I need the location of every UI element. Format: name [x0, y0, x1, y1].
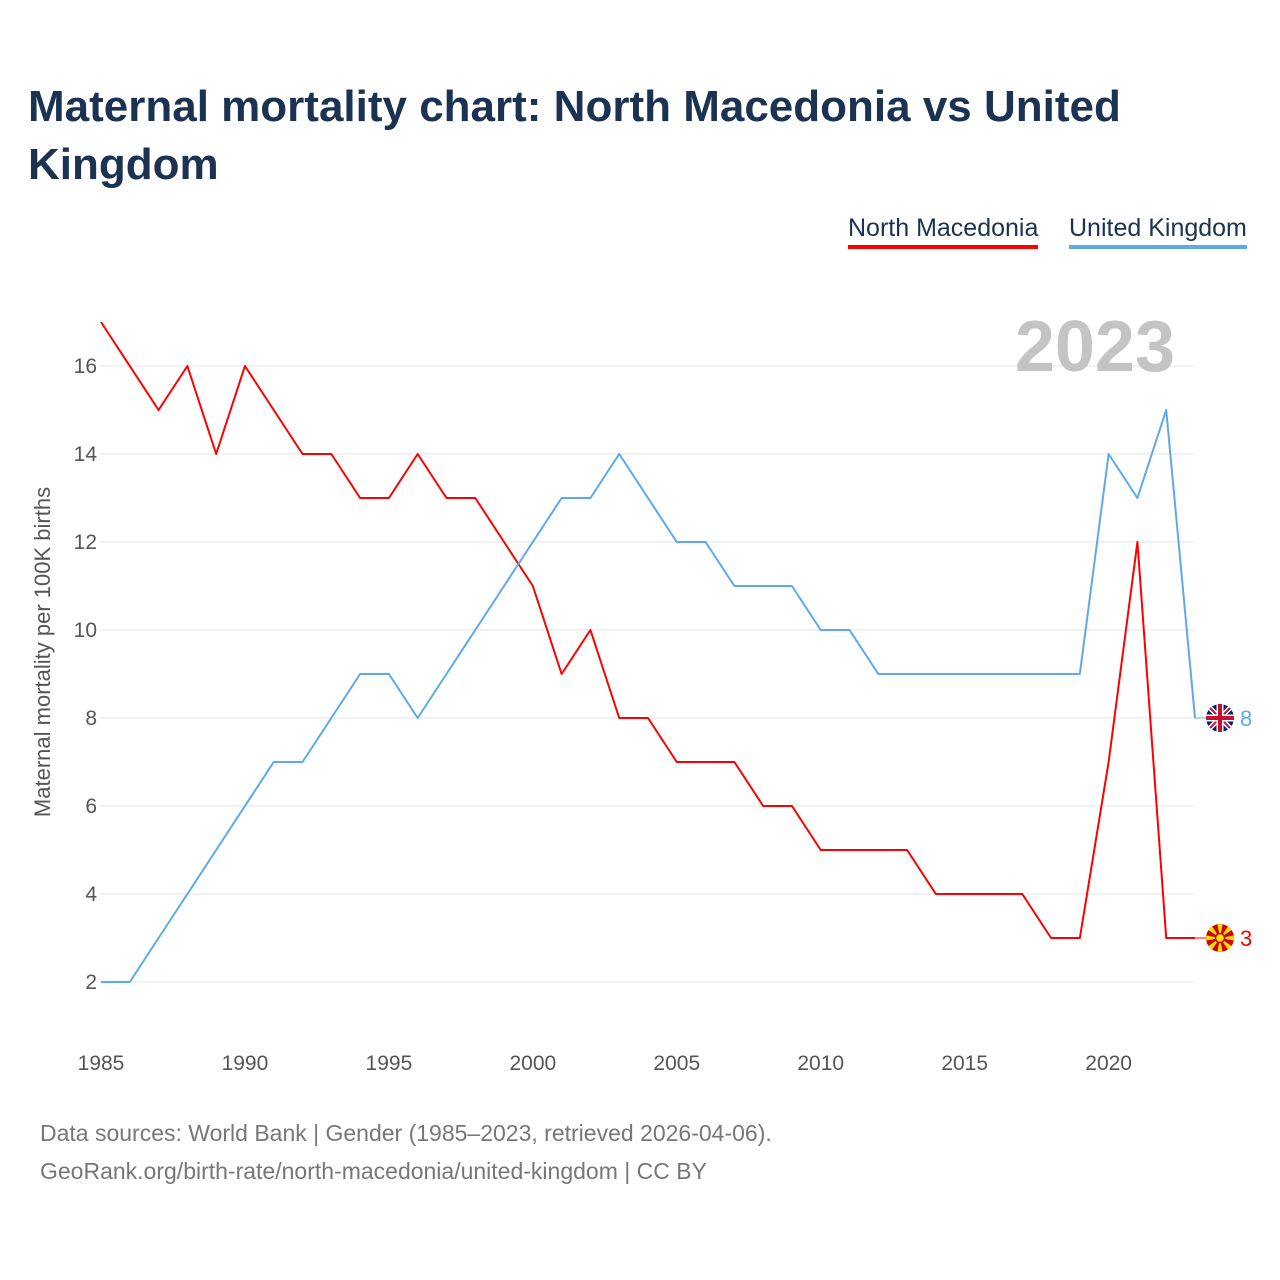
y-axis-label: Maternal mortality per 100K births — [30, 487, 55, 817]
north-macedonia-flag-icon — [1206, 924, 1234, 952]
legend-united-kingdom[interactable]: United Kingdom — [1069, 214, 1247, 249]
legend-north-macedonia[interactable]: North Macedonia — [848, 214, 1039, 249]
footer-sources: Data sources: World Bank | Gender (1985–… — [40, 1120, 772, 1146]
y-tick-label: 10 — [74, 619, 97, 642]
flag-cross-red — [1206, 704, 1234, 732]
y-tick-label: 14 — [74, 443, 98, 466]
flag-sun — [1214, 932, 1226, 944]
y-tick-label: 12 — [74, 531, 97, 554]
x-tick-label: 1995 — [366, 1052, 413, 1075]
y-tick-label: 8 — [85, 707, 97, 730]
y-tick-label: 16 — [74, 355, 97, 378]
series-line-united-kingdom — [101, 409, 1196, 983]
united-kingdom-flag-icon — [1206, 704, 1234, 732]
x-tick-label: 2020 — [1085, 1052, 1132, 1075]
footer-link[interactable]: GeoRank.org/birth-rate/north-macedonia/u… — [40, 1158, 707, 1184]
chart-title: Maternal mortality chart: North Macedoni… — [28, 82, 1121, 189]
y-tick-label: 4 — [85, 883, 97, 906]
series-line-north-macedonia — [100, 321, 1195, 939]
x-tick-label: 2010 — [797, 1052, 844, 1075]
end-value-label: 8 — [1240, 706, 1252, 731]
x-tick-label: 1985 — [78, 1052, 125, 1075]
x-tick-label: 2015 — [941, 1052, 988, 1075]
x-tick-label: 2000 — [509, 1052, 556, 1075]
x-tick-label: 1990 — [222, 1052, 269, 1075]
y-tick-label: 2 — [85, 971, 97, 994]
year-watermark: 2023 — [1015, 307, 1175, 387]
end-value-label: 3 — [1240, 926, 1252, 951]
y-tick-label: 6 — [85, 795, 97, 818]
x-tick-label: 2005 — [653, 1052, 700, 1075]
